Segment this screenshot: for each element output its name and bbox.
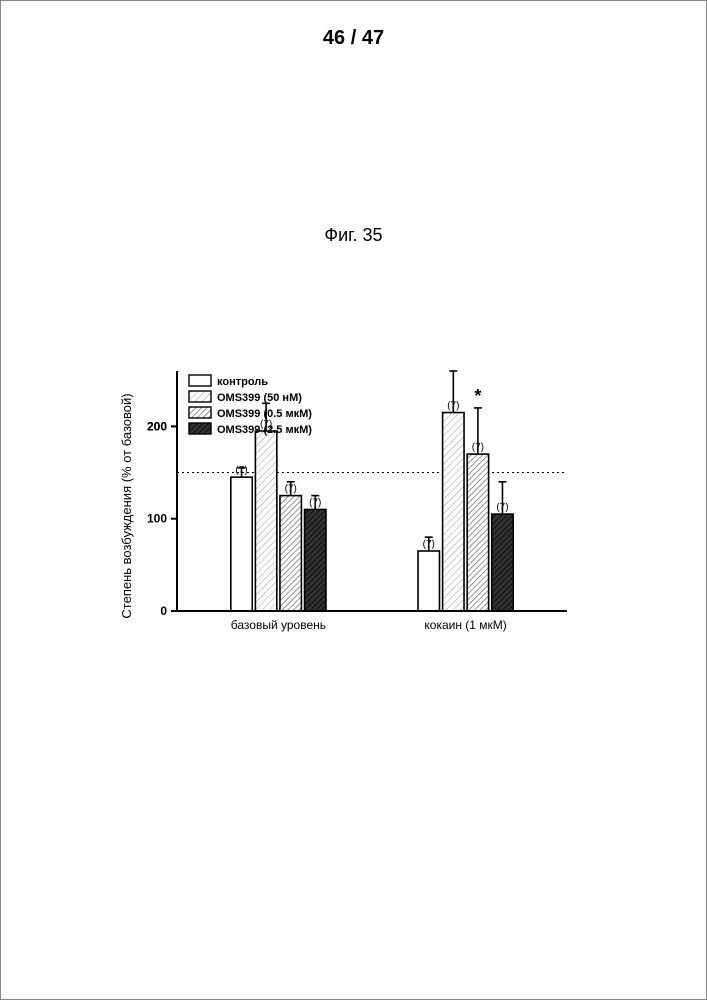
- legend-swatch: [189, 423, 211, 434]
- legend-label: OMS399 (2.5 мкМ): [217, 424, 312, 436]
- n-label: (7): [472, 442, 484, 453]
- y-tick-label: 0: [160, 604, 167, 618]
- legend-swatch: [189, 375, 211, 386]
- significance-marker: *: [450, 361, 457, 369]
- bar: [492, 514, 513, 611]
- n-label: (7): [285, 484, 297, 495]
- legend-label: OMS399 (0.5 мкМ): [217, 408, 312, 420]
- legend-swatch: [189, 391, 211, 402]
- n-label: (7): [496, 502, 508, 513]
- bar: [231, 477, 252, 611]
- figure-title: Фиг. 35: [1, 225, 706, 246]
- bar: [467, 454, 488, 611]
- page-number: 46 / 47: [1, 27, 706, 50]
- chart-svg: (7)(7)(7)(7)(7)(7)*(7)*(7)0100200200базо…: [129, 361, 574, 651]
- n-label: (7): [235, 465, 247, 476]
- n-label: (7): [309, 497, 321, 508]
- y-tick-label: 100: [147, 512, 167, 526]
- legend-label: контроль: [217, 376, 268, 388]
- legend-swatch: [189, 407, 211, 418]
- bar: [305, 509, 326, 611]
- page: 46 / 47 Фиг. 35 Степень возбуждения (% о…: [0, 0, 707, 1000]
- bar-chart: (7)(7)(7)(7)(7)(7)*(7)*(7)0100200200базо…: [129, 361, 574, 651]
- significance-marker: *: [474, 386, 481, 406]
- n-label: (7): [423, 539, 435, 550]
- group-label: базовый уровень: [231, 618, 326, 632]
- y-tick-label: 200: [147, 419, 167, 433]
- bar: [255, 431, 276, 611]
- bar: [418, 551, 439, 611]
- bar: [280, 496, 301, 611]
- n-label: (7): [447, 401, 459, 412]
- legend-label: OMS399 (50 нМ): [217, 392, 302, 404]
- bar: [443, 413, 464, 611]
- group-label: кокаин (1 мкМ): [424, 618, 506, 632]
